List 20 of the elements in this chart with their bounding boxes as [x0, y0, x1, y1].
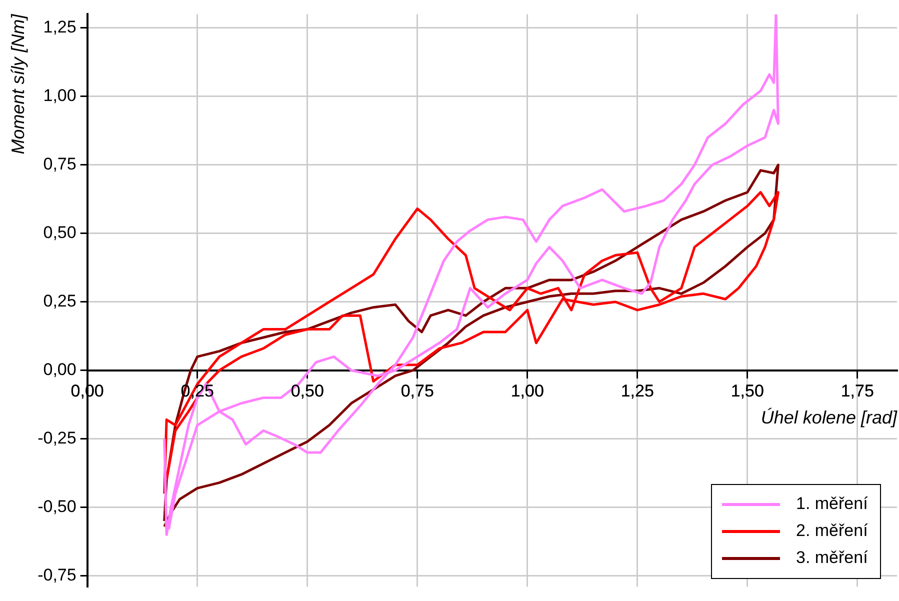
y-tick-label: 0,00: [43, 360, 76, 380]
y-tick-label: 0,25: [43, 292, 76, 311]
x-tick-label: 1,25: [620, 381, 654, 400]
y-tick-label: 1,00: [43, 86, 76, 106]
legend-label: 1. měření: [796, 494, 868, 514]
y-tick-label: 0,75: [43, 154, 76, 174]
x-tick-label: 1,75: [840, 381, 874, 400]
legend-label: 3. měření: [796, 548, 868, 568]
y-tick-label: 1,25: [43, 18, 76, 37]
x-tick-label: 1,00: [510, 381, 544, 400]
x-tick-label: 0,75: [400, 381, 434, 400]
y-tick-label: 0,50: [43, 223, 76, 242]
x-tick-label: 1,50: [730, 381, 764, 400]
x-tick-label: 0,50: [290, 381, 324, 400]
x-axis-title: Úhel kolene [rad]: [760, 408, 898, 428]
y-tick-label: -0,25: [38, 428, 76, 448]
y-tick-label: -0,50: [38, 497, 76, 516]
y-tick-label: -0,75: [38, 566, 76, 585]
y-axis-title: Moment síly [Nm]: [8, 13, 28, 154]
legend-label: 2. měření: [796, 521, 868, 542]
